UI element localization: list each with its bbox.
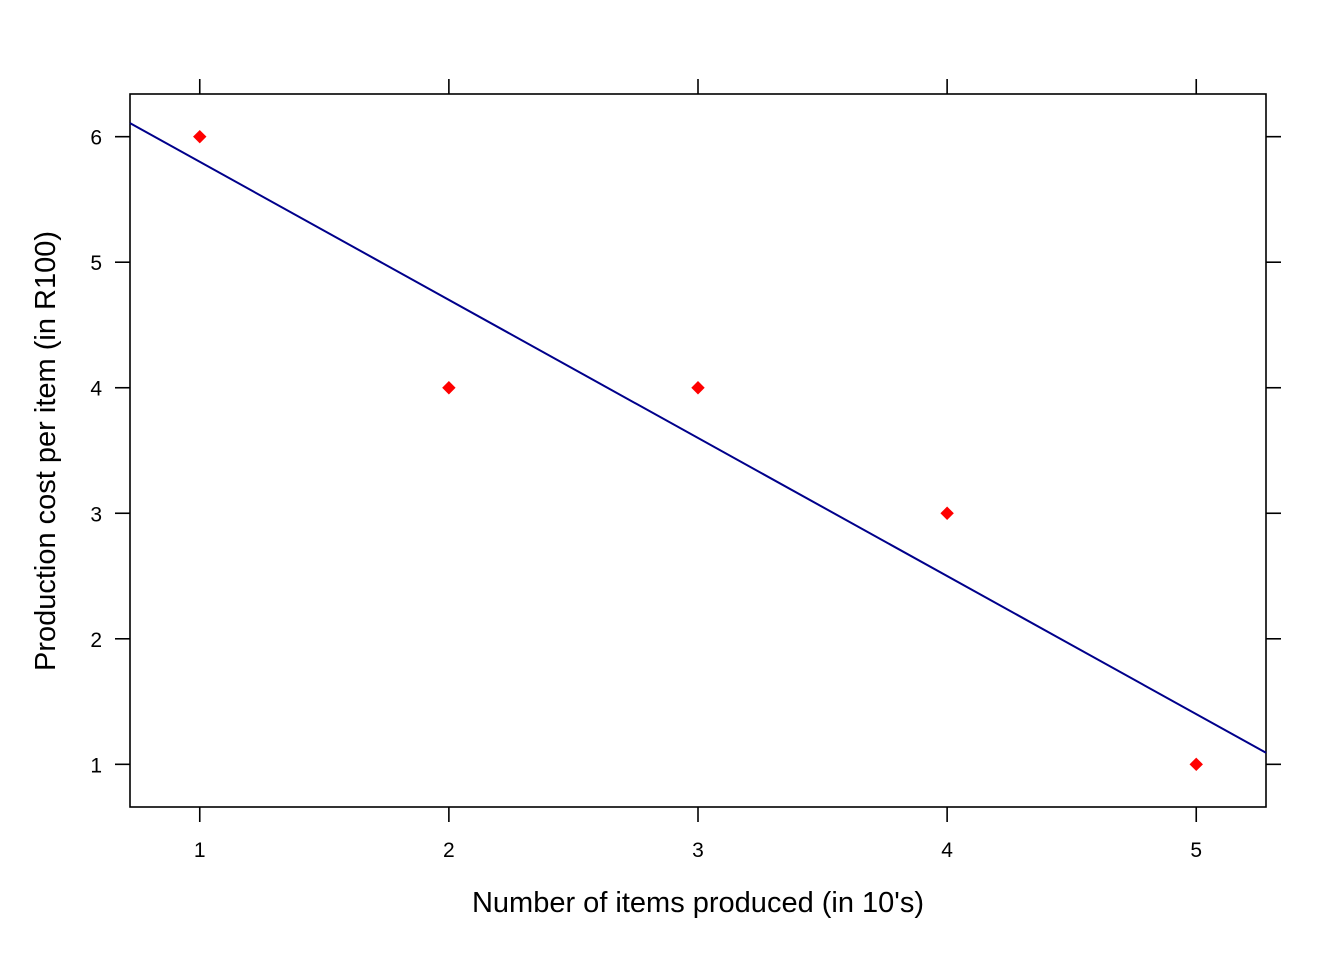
x-tick-label: 4 — [941, 839, 953, 862]
data-point — [940, 506, 954, 520]
y-tick-label: 1 — [90, 754, 102, 777]
x-axis-title: Number of items produced (in 10's) — [472, 887, 924, 919]
data-point — [1189, 757, 1203, 772]
y-tick-label: 3 — [90, 503, 102, 526]
y-tick-label: 5 — [90, 252, 102, 275]
data-point — [442, 381, 456, 395]
data-point — [193, 129, 207, 144]
x-tick-label: 2 — [443, 839, 455, 862]
y-axis-title: Production cost per item (in R100) — [30, 231, 62, 671]
y-tick-label: 2 — [90, 629, 102, 652]
x-tick-label: 3 — [692, 839, 704, 862]
x-tick-label: 1 — [194, 839, 206, 862]
x-tick-label: 5 — [1190, 839, 1202, 862]
y-tick-label: 4 — [90, 378, 102, 401]
y-tick-label: 6 — [90, 127, 102, 150]
plot-frame — [129, 93, 1267, 808]
axis-ticks: 1 2 3 4 5 1 2 3 4 5 6 — [90, 79, 1281, 862]
regression-line — [129, 122, 1267, 754]
data-point — [691, 381, 705, 395]
regression-line-layer — [129, 122, 1267, 754]
data-points — [193, 129, 1203, 772]
